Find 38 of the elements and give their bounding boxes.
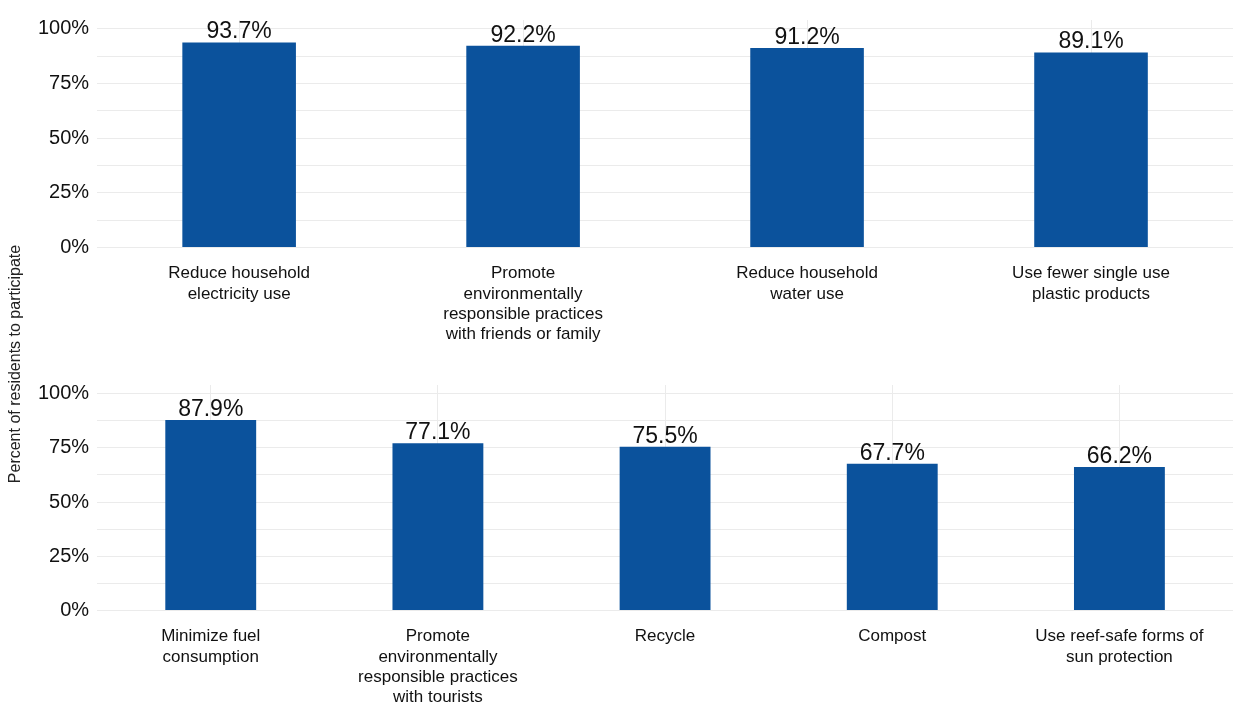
bar <box>392 443 484 610</box>
x-tick-label: Minimize fuel consumption <box>161 626 261 666</box>
y-tick-label: 25% <box>49 180 90 203</box>
bar <box>466 45 580 247</box>
y-tick-label: 75% <box>49 435 90 458</box>
bar <box>846 463 938 610</box>
bar <box>165 419 257 610</box>
y-tick-label: 0% <box>60 234 90 257</box>
bar <box>750 47 864 247</box>
data-label: 92.2% <box>490 20 556 47</box>
x-tick-label: Use fewer single use plastic products <box>1012 263 1170 303</box>
y-tick-label: 50% <box>49 125 90 148</box>
bar <box>1073 466 1165 610</box>
x-tick-label: Compost <box>858 626 927 646</box>
x-tick-label: Reduce household water use <box>736 263 878 303</box>
data-label: 87.9% <box>178 394 244 421</box>
x-tick-label: Reduce household electricity use <box>168 263 311 303</box>
data-label: 66.2% <box>1086 441 1153 468</box>
bar <box>1034 52 1148 247</box>
x-tick-label: Promote environmentally responsible practices with friends or family <box>443 263 603 344</box>
y-tick-label: 25% <box>49 543 90 566</box>
x-tick-label: Promote environmentally responsible practices with tourists <box>358 626 518 707</box>
y-tick-label: 75% <box>49 70 90 93</box>
y-tick-label: 100% <box>38 16 90 39</box>
x-tick-label: Recycle <box>634 626 696 646</box>
x-tick-label: Use reef-safe forms of sun protection <box>1035 626 1204 666</box>
bar <box>182 42 296 247</box>
data-label: 67.7% <box>859 438 925 465</box>
data-label: 89.1% <box>1058 27 1124 54</box>
data-label: 77.1% <box>405 418 471 445</box>
data-label: 75.5% <box>632 421 698 448</box>
y-axis-title: Percent of residents to participate <box>6 244 24 484</box>
data-label: 91.2% <box>774 22 840 49</box>
y-tick-label: 100% <box>38 381 90 404</box>
y-tick-label: 50% <box>49 489 90 512</box>
bar <box>619 446 711 610</box>
y-tick-label: 0% <box>60 597 90 620</box>
data-label: 93.7% <box>206 17 272 44</box>
